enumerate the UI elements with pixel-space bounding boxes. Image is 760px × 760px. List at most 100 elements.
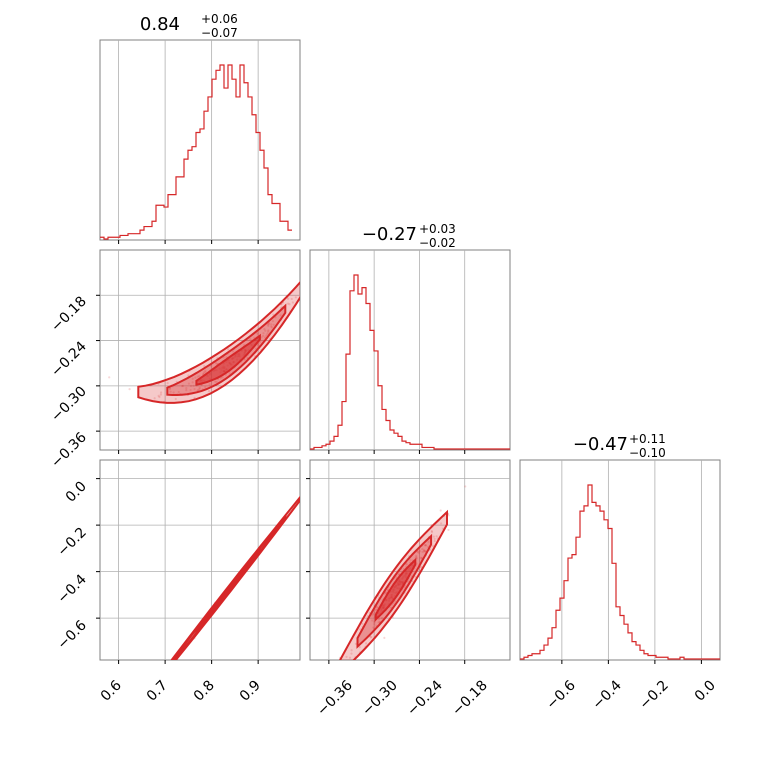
sample-point [189,388,192,392]
sample-point [415,555,418,559]
title-param-2-minus: −0.10 [629,446,666,460]
sample-point [371,612,375,616]
panel-frame [99,459,301,661]
sample-point [440,522,443,525]
tick-label: −0.24 [48,338,90,380]
sample-point [421,550,424,554]
sample-point [256,343,259,347]
sample-point [406,563,409,566]
sample-point [261,334,265,337]
sample-point [153,397,156,400]
sample-point [157,394,160,397]
title-param-0: 0.84 [140,14,180,35]
sample-point [225,355,228,359]
sample-point [431,544,435,548]
chart-marks [96,40,720,714]
sample-point [377,618,380,621]
sample-point [266,330,270,333]
sample-point [256,332,259,335]
sample-point [198,387,201,390]
sample-point [137,705,139,707]
sample-point [371,619,374,622]
tick-label: −0.18 [48,294,90,336]
sample-point [419,550,422,553]
sample-point [423,549,426,553]
panel-frame [99,39,301,241]
sample-point [395,576,398,579]
sample-point [159,391,163,394]
sample-point [198,374,201,378]
sample-point [447,514,450,517]
tick-label: 0.0 [63,479,90,506]
sample-point [421,548,424,551]
sample-point [130,712,132,714]
sample-point [177,390,180,394]
tick-label: −0.4 [589,677,624,712]
sample-point [181,384,185,387]
sample-point [433,539,436,543]
sample-point [374,608,377,611]
tick-label: −0.36 [314,677,356,719]
sample-point [163,672,165,674]
sample-point [313,479,315,481]
sample-point [373,622,376,626]
sample-point [383,592,387,595]
sample-point [287,302,290,305]
sample-point [359,628,362,631]
sample-point [194,376,197,379]
title-param-2-plus: +0.11 [629,432,666,446]
sample-point [464,485,467,488]
panel-2d-1-2 [309,459,511,661]
sample-point [326,251,328,253]
histogram-step [520,484,720,660]
sample-point [159,393,162,396]
sample-point [270,323,273,326]
density-contour [195,333,261,386]
panel-hist-0 [99,39,301,241]
title-param-0-minus: −0.07 [201,26,238,40]
sample-point [354,642,357,645]
sample-point [419,556,422,559]
sample-point [439,509,442,512]
sample-point [409,559,412,562]
sample-point [202,371,205,374]
title-param-2: −0.47 [573,434,628,455]
x-axis-param-1: −0.36 −0.30 −0.24 −0.18 [314,677,491,719]
sample-point [264,329,267,332]
sample-point [204,385,207,389]
tick-label: −0.6 [54,617,89,652]
sample-point [272,323,275,326]
sample-point [271,320,275,323]
x-axis-param-2: −0.6 −0.4 −0.2 0.0 [543,677,718,712]
tick-label: −0.4 [54,571,89,606]
sample-point [345,655,348,659]
panel-hist-1 [309,249,511,451]
panel-2d-0-1 [99,249,301,451]
sample-point [204,369,207,372]
sample-point [415,554,418,557]
sample-point [243,358,246,361]
sample-point [108,376,111,379]
panel-frame [309,249,511,451]
tick-label: 0.8 [191,678,218,705]
x-axis-param-0: 0.6 0.7 0.8 0.9 [98,677,264,704]
sample-point [168,662,170,664]
sample-point [397,573,400,576]
sample-point [380,617,384,620]
sample-point [196,375,199,378]
sample-point [417,551,420,555]
sample-point [430,529,433,533]
histogram-0 [100,40,292,244]
density-contour [166,303,287,396]
sample-point [191,381,194,384]
histogram-1 [310,250,510,454]
panel-hist-2 [519,459,721,661]
tick-label: 0.0 [692,678,719,705]
title-param-1: −0.27 [362,224,417,245]
panel-2d-0-1-marks [96,250,328,454]
sample-point [307,280,309,282]
sample-point [168,387,171,391]
sample-point [348,656,352,659]
sample-point [232,350,235,353]
